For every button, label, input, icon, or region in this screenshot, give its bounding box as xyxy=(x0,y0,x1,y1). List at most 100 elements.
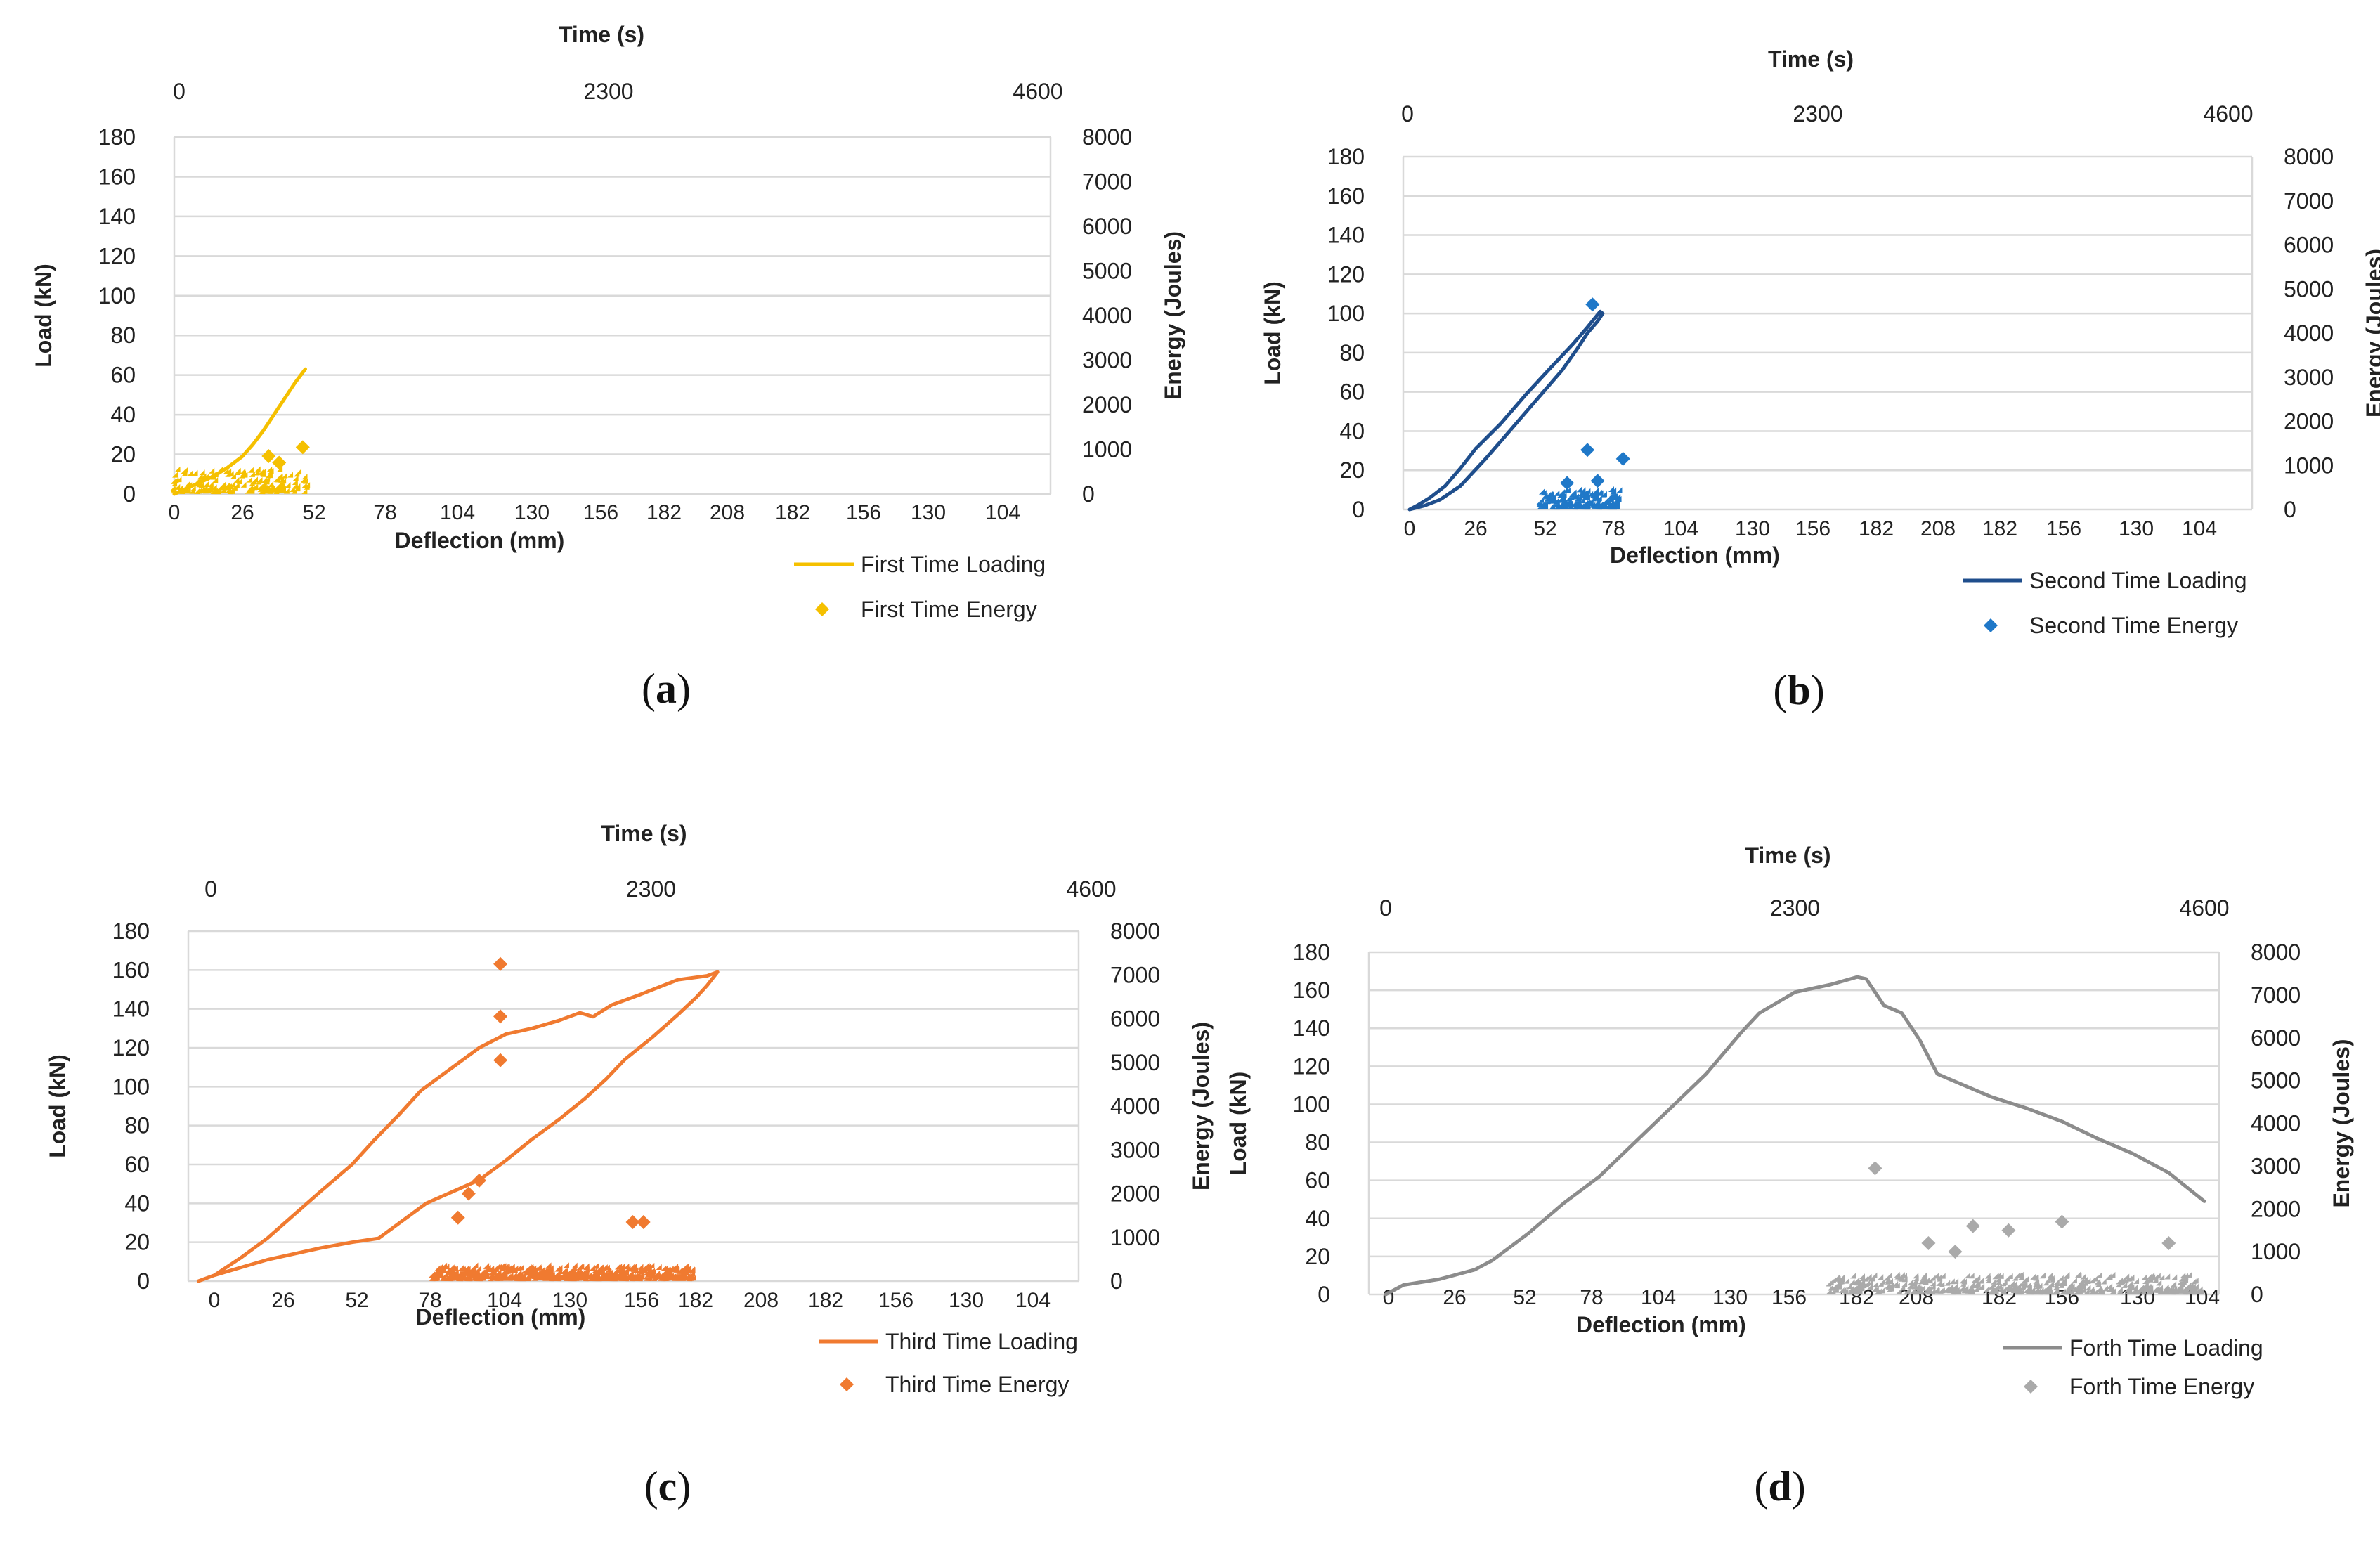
energy-points xyxy=(1536,486,1623,510)
time-axis-title: Time (s) xyxy=(1745,843,1830,868)
energy-peak-point xyxy=(461,1186,476,1201)
panel-label-part: ) xyxy=(677,1463,691,1510)
energy-tick-label: 5000 xyxy=(2284,276,2334,301)
energy-points xyxy=(169,466,311,495)
load-tick-label: 120 xyxy=(112,1035,150,1060)
legend-loading-label: Third Time Loading xyxy=(885,1329,1078,1354)
time-tick-label: 4600 xyxy=(2203,101,2253,126)
time-tick-label: 2300 xyxy=(626,876,676,902)
energy-peak-point xyxy=(2001,1223,2016,1238)
time-axis-title: Time (s) xyxy=(559,22,644,47)
load-tick-label: 180 xyxy=(1327,144,1365,169)
legend-energy-label: Third Time Energy xyxy=(885,1372,1069,1397)
deflection-tick-label: 208 xyxy=(743,1289,779,1312)
energy-peak-point xyxy=(1560,476,1575,491)
time-tick-label: 2300 xyxy=(583,79,633,104)
load-tick-label: 20 xyxy=(1339,457,1365,483)
energy-peak-point xyxy=(1948,1245,1963,1259)
energy-tick-label: 0 xyxy=(1082,481,1095,507)
chart-panel-3: 0 20 40 60 80 100 120 140 160 180 0 1000 2000 3000 400… xyxy=(45,821,1214,1510)
deflection-tick-label: 208 xyxy=(710,501,745,524)
time-tick-label: 4600 xyxy=(1066,876,1116,902)
energy-tick-label: 2000 xyxy=(1082,392,1132,417)
energy-tick-label: 6000 xyxy=(1110,1006,1160,1032)
deflection-tick-label: 182 xyxy=(1982,517,2017,540)
load-tick-label: 140 xyxy=(112,997,150,1022)
load-tick-label: 20 xyxy=(1305,1244,1330,1269)
deflection-tick-label: 182 xyxy=(646,501,682,524)
deflection-tick-label: 52 xyxy=(1533,517,1556,540)
energy-peak-point xyxy=(493,1009,508,1024)
load-tick-label: 0 xyxy=(137,1268,150,1294)
energy-peak-point xyxy=(1590,474,1605,488)
energy-peak-point xyxy=(1868,1161,1882,1176)
deflection-axis-title: Deflection (mm) xyxy=(1576,1312,1746,1337)
panel-label: (a) xyxy=(642,666,691,712)
legend-loading-label: Second Time Loading xyxy=(2029,568,2247,593)
legend-energy-swatch xyxy=(1984,618,1998,632)
energy-peak-point xyxy=(2055,1214,2069,1229)
deflection-tick-label: 0 xyxy=(169,501,181,524)
deflection-tick-label: 182 xyxy=(678,1289,713,1312)
energy-tick-label: 6000 xyxy=(1082,214,1132,239)
time-axis-title: Time (s) xyxy=(601,821,687,846)
deflection-tick-label: 0 xyxy=(1404,517,1416,540)
load-tick-label: 160 xyxy=(98,164,136,189)
energy-tick-label: 6000 xyxy=(2284,233,2334,258)
deflection-tick-label: 182 xyxy=(775,501,810,524)
chart-panel-4: 0 20 40 60 80 100 120 140 160 180 0 1000 2000 3000 400… xyxy=(1225,843,2354,1510)
energy-peak-point xyxy=(261,449,276,464)
panel-label-part: c xyxy=(658,1463,677,1510)
legend-energy-label: Forth Time Energy xyxy=(2069,1374,2254,1399)
panel-label-part: d xyxy=(1768,1463,1791,1510)
load-axis-title: Load (kN) xyxy=(1260,281,1285,385)
energy-tick-label: 6000 xyxy=(2251,1025,2301,1051)
energy-tick-label: 2000 xyxy=(1110,1181,1160,1207)
load-tick-label: 0 xyxy=(123,481,136,507)
deflection-tick-label: 78 xyxy=(373,501,396,524)
load-tick-label: 80 xyxy=(1339,340,1365,365)
panel-label-part: ) xyxy=(1811,667,1825,713)
panel-label-part: ( xyxy=(644,1463,658,1510)
legend-energy-swatch xyxy=(2024,1380,2038,1394)
deflection-tick-label: 52 xyxy=(302,501,325,524)
energy-tick-label: 4000 xyxy=(2284,320,2334,346)
deflection-tick-label: 26 xyxy=(1443,1286,1466,1309)
load-tick-label: 140 xyxy=(98,204,136,229)
energy-axis-title: Energy (Joules) xyxy=(2362,249,2380,417)
load-tick-label: 60 xyxy=(1339,379,1365,405)
energy-peak-point xyxy=(1585,297,1600,312)
load-tick-label: 120 xyxy=(1327,261,1365,287)
load-tick-label: 100 xyxy=(112,1074,150,1099)
panel-label-part: ( xyxy=(1773,667,1787,713)
energy-tick-label: 3000 xyxy=(1110,1137,1160,1162)
load-tick-label: 20 xyxy=(124,1230,150,1255)
load-tick-label: 180 xyxy=(1293,940,1330,965)
time-tick-label: 0 xyxy=(173,79,186,104)
time-tick-label: 0 xyxy=(204,876,217,902)
energy-tick-label: 4000 xyxy=(1110,1093,1160,1119)
energy-peak-point xyxy=(295,440,310,455)
energy-peak-point xyxy=(625,1214,640,1229)
load-tick-label: 160 xyxy=(1293,978,1330,1003)
time-tick-label: 4600 xyxy=(1013,79,1062,104)
loading-curve xyxy=(196,970,720,1283)
energy-tick-label: 3000 xyxy=(1082,348,1132,373)
deflection-tick-label: 78 xyxy=(1601,517,1625,540)
deflection-tick-label: 0 xyxy=(209,1289,221,1312)
deflection-tick-label: 156 xyxy=(1795,517,1830,540)
energy-tick-label: 3000 xyxy=(2284,365,2334,390)
energy-tick-label: 7000 xyxy=(1082,169,1132,195)
load-tick-label: 120 xyxy=(98,243,136,268)
deflection-tick-label: 104 xyxy=(2182,517,2217,540)
panel-label-part: ) xyxy=(1792,1463,1806,1510)
energy-tick-label: 1000 xyxy=(1110,1225,1160,1250)
energy-scatter xyxy=(1826,1161,2204,1295)
load-tick-label: 60 xyxy=(1305,1168,1330,1193)
energy-scatter xyxy=(1536,297,1630,510)
energy-tick-label: 4000 xyxy=(1082,303,1132,328)
deflection-tick-label: 130 xyxy=(1712,1286,1748,1309)
energy-tick-label: 5000 xyxy=(1110,1050,1160,1075)
deflection-tick-label: 156 xyxy=(878,1289,913,1312)
deflection-tick-label: 104 xyxy=(985,501,1020,524)
